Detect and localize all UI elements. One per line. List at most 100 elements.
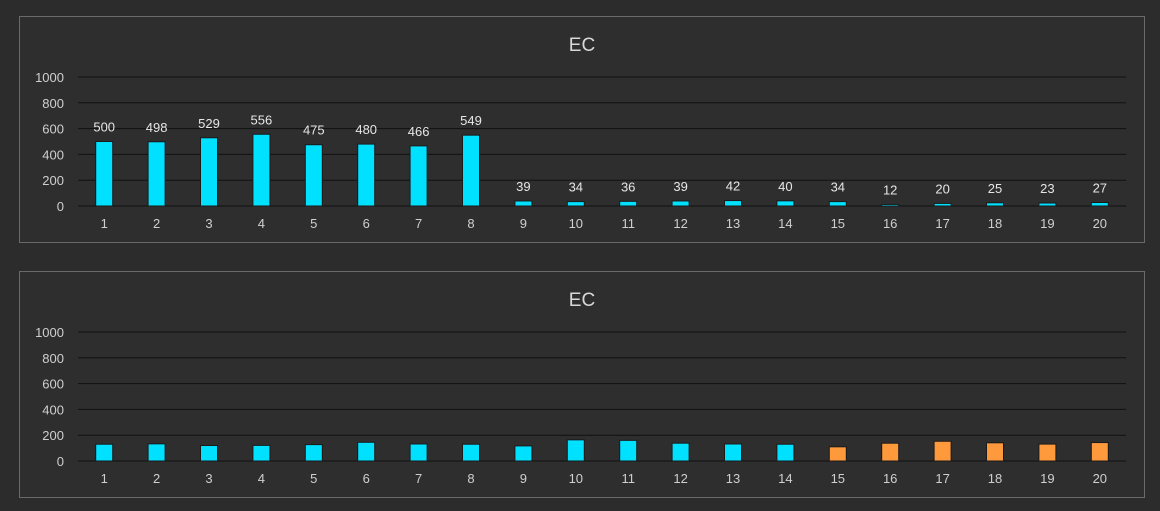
data-label: 34 xyxy=(569,180,583,195)
bar xyxy=(619,439,638,462)
x-tick-label: 4 xyxy=(258,471,265,486)
bar xyxy=(933,440,952,462)
bar xyxy=(566,201,585,207)
bar xyxy=(357,143,376,207)
y-tick-label: 400 xyxy=(42,402,64,417)
y-tick-label: 200 xyxy=(42,428,64,443)
bar xyxy=(828,446,847,462)
bar xyxy=(986,442,1004,462)
y-tick-label: 200 xyxy=(42,173,64,188)
x-tick-label: 12 xyxy=(673,471,687,486)
x-tick-label: 14 xyxy=(778,216,792,231)
bar xyxy=(566,439,585,462)
x-tick-label: 6 xyxy=(363,216,370,231)
bar xyxy=(776,443,795,462)
chart-panel-top: EC 0 200 400 600 800 1000 500 1 498 2 529 3 556 4 475 5… xyxy=(19,16,1145,243)
bar xyxy=(724,443,742,462)
bar xyxy=(462,134,480,207)
y-tick-label: 1000 xyxy=(35,325,64,340)
bar xyxy=(147,141,166,207)
x-tick-label: 11 xyxy=(621,471,635,486)
bar xyxy=(1090,202,1109,207)
data-label: 500 xyxy=(93,120,115,135)
x-tick-label: 7 xyxy=(415,216,422,231)
x-tick-label: 4 xyxy=(258,216,265,231)
bar xyxy=(671,200,690,207)
data-label: 42 xyxy=(726,179,740,194)
data-label: 498 xyxy=(146,120,168,135)
bar xyxy=(619,200,638,207)
bar xyxy=(462,443,480,462)
x-tick-label: 12 xyxy=(673,216,687,231)
data-label: 475 xyxy=(303,123,325,138)
x-tick-label: 19 xyxy=(1040,216,1054,231)
bar xyxy=(514,445,533,462)
data-label: 480 xyxy=(355,122,377,137)
x-tick-label: 5 xyxy=(310,471,317,486)
chart-title: EC xyxy=(569,35,595,56)
bar xyxy=(1038,443,1057,462)
data-label: 549 xyxy=(460,113,482,128)
data-label: 36 xyxy=(621,179,635,194)
x-tick-label: 11 xyxy=(621,216,635,231)
data-label: 27 xyxy=(1093,181,1107,196)
y-tick-label: 400 xyxy=(42,147,64,162)
x-tick-label: 17 xyxy=(935,216,949,231)
x-tick-label: 8 xyxy=(467,471,474,486)
bar xyxy=(881,203,900,207)
y-tick-label: 800 xyxy=(42,351,64,366)
bar xyxy=(304,144,323,207)
x-tick-label: 16 xyxy=(883,471,897,486)
x-tick-label: 15 xyxy=(831,216,845,231)
bar xyxy=(147,443,166,462)
x-tick-label: 1 xyxy=(101,471,108,486)
x-tick-label: 2 xyxy=(153,216,160,231)
x-tick-label: 13 xyxy=(726,471,740,486)
x-tick-label: 18 xyxy=(988,216,1002,231)
x-tick-label: 5 xyxy=(310,216,317,231)
bar xyxy=(409,145,428,207)
x-tick-label: 1 xyxy=(101,216,108,231)
data-label: 20 xyxy=(935,181,949,196)
data-label: 40 xyxy=(778,179,792,194)
x-tick-label: 17 xyxy=(935,471,949,486)
x-tick-label: 3 xyxy=(205,216,212,231)
bar xyxy=(252,444,271,462)
bar xyxy=(409,443,428,462)
x-tick-label: 16 xyxy=(883,216,897,231)
x-tick-label: 10 xyxy=(569,471,583,486)
x-tick-label: 14 xyxy=(778,471,792,486)
data-label: 39 xyxy=(516,179,530,194)
bar xyxy=(776,200,795,207)
data-label: 25 xyxy=(988,181,1002,196)
x-tick-label: 9 xyxy=(520,216,527,231)
x-tick-label: 20 xyxy=(1093,216,1107,231)
bar-chart-top: EC 0200400600800100050014982529355644755… xyxy=(35,35,1126,231)
y-tick-label: 600 xyxy=(42,122,64,137)
data-label: 529 xyxy=(198,116,220,131)
bar xyxy=(200,445,218,462)
bar xyxy=(357,441,376,462)
chart-panel-bottom: EC 0 200 400 600 800 1000 1 2 3 4 5 6 7 8 9 10 11 12 13 14 1… xyxy=(19,271,1145,498)
chart-title: EC xyxy=(569,290,595,311)
data-label: 23 xyxy=(1040,181,1054,196)
data-label: 466 xyxy=(408,124,430,139)
x-tick-label: 18 xyxy=(988,471,1002,486)
data-label: 556 xyxy=(251,112,273,127)
x-tick-label: 9 xyxy=(520,471,527,486)
bar xyxy=(828,201,847,207)
y-tick-label: 1000 xyxy=(35,70,64,85)
y-tick-label: 800 xyxy=(42,96,64,111)
x-tick-label: 6 xyxy=(363,471,370,486)
y-tick-label: 0 xyxy=(57,199,64,214)
x-tick-label: 13 xyxy=(726,216,740,231)
y-tick-label: 0 xyxy=(57,454,64,469)
bar xyxy=(1090,442,1109,462)
y-tick-label: 600 xyxy=(42,377,64,392)
x-tick-label: 19 xyxy=(1040,471,1054,486)
bar xyxy=(933,202,952,207)
x-tick-label: 2 xyxy=(153,471,160,486)
bar xyxy=(986,202,1004,207)
data-label: 12 xyxy=(883,182,897,197)
x-tick-label: 20 xyxy=(1093,471,1107,486)
